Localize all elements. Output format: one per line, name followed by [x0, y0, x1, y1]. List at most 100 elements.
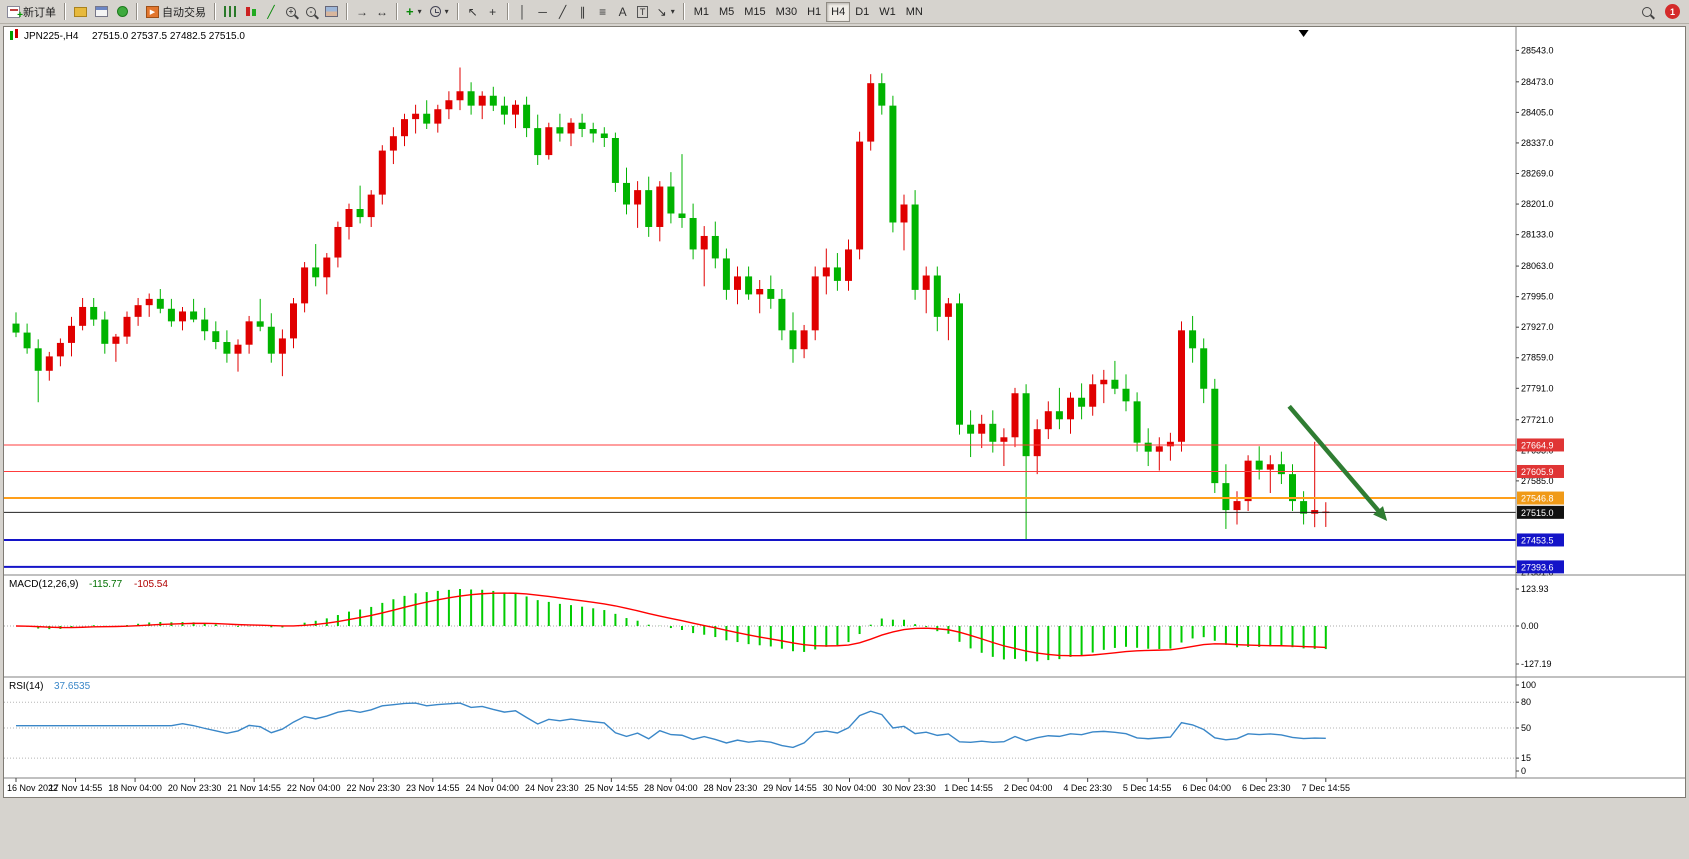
search-icon — [1642, 6, 1652, 17]
zoom-out-button[interactable]: - — [301, 2, 321, 22]
timeframe-w1-button[interactable]: W1 — [874, 2, 901, 22]
navigator-button[interactable] — [112, 2, 132, 22]
candle-chart-icon — [246, 7, 256, 16]
horizontal-line-button[interactable]: ─ — [533, 2, 553, 22]
svg-text:28473.0: 28473.0 — [1521, 77, 1554, 87]
chevron-down-icon: ▾ — [670, 6, 675, 16]
line-chart-icon: ╱ — [267, 4, 275, 19]
line-chart-button[interactable]: ╱ — [261, 2, 281, 22]
svg-text:100: 100 — [1521, 680, 1536, 690]
svg-text:21 Nov 14:55: 21 Nov 14:55 — [227, 783, 281, 793]
arrows-icon: ↘ — [656, 4, 667, 19]
vertical-line-button[interactable]: │ — [513, 2, 533, 22]
svg-text:27791.0: 27791.0 — [1521, 383, 1554, 393]
timeframe-d1-button[interactable]: D1 — [850, 2, 874, 22]
svg-text:30 Nov 23:30: 30 Nov 23:30 — [882, 783, 936, 793]
search-button[interactable] — [1637, 2, 1657, 22]
svg-text:27453.5: 27453.5 — [1521, 535, 1554, 545]
chevron-down-icon: ▾ — [444, 6, 449, 16]
svg-text:28269.0: 28269.0 — [1521, 168, 1554, 178]
candlestick-layer[interactable] — [12, 67, 1330, 541]
arrows-button[interactable]: ↘ ▾ — [653, 2, 679, 22]
text-icon: A — [618, 4, 627, 19]
svg-text:30 Nov 04:00: 30 Nov 04:00 — [823, 783, 877, 793]
chart-shift-marker — [1298, 30, 1309, 37]
new-order-icon: + — [7, 5, 23, 20]
timeframe-m1-button[interactable]: M1 — [689, 2, 714, 22]
svg-text:27995.0: 27995.0 — [1521, 292, 1554, 302]
notification-badge[interactable]: 1 — [1665, 4, 1680, 19]
new-order-button[interactable]: + 新订单 — [3, 2, 60, 22]
cursor-button[interactable]: ↖ — [463, 2, 483, 22]
zoom-out-icon: - — [306, 6, 316, 17]
fibonacci-icon: ≡ — [599, 4, 607, 19]
timeframe-m15-button[interactable]: M15 — [739, 2, 770, 22]
text-label-button[interactable]: T — [633, 2, 653, 22]
svg-text:0: 0 — [1521, 766, 1526, 776]
trendline-button[interactable]: ╱ — [553, 2, 573, 22]
profiles-button[interactable] — [70, 2, 91, 22]
navigator-icon — [116, 6, 128, 17]
timeframe-h1-button[interactable]: H1 — [802, 2, 826, 22]
indicators-button[interactable]: + ▾ — [402, 2, 426, 22]
toolbar-separator — [682, 3, 685, 20]
timeframe-h4-button[interactable]: H4 — [826, 1, 851, 22]
svg-text:7 Dec 14:55: 7 Dec 14:55 — [1302, 783, 1351, 793]
add-indicator-icon: + — [406, 4, 414, 19]
auto-scroll-button[interactable]: → — [352, 2, 372, 22]
timeframe-m5-button[interactable]: M5 — [714, 2, 739, 22]
channel-icon: ∥ — [579, 4, 586, 19]
timeframe-m30-button[interactable]: M30 — [771, 2, 802, 22]
price-tags: 27664.9 27605.9 27546.8 27515.0 27453.5 27393… — [1517, 438, 1564, 574]
bar-chart-icon — [224, 6, 237, 17]
price-axis[interactable]: 28543.0 28473.0 28405.0 28337.0 28269.0 28201… — [4, 27, 1685, 779]
zoom-in-button[interactable]: + — [281, 2, 301, 22]
data-window-icon — [95, 6, 108, 17]
crosshair-button[interactable]: + — [483, 2, 503, 22]
svg-text:123.93: 123.93 — [1521, 584, 1549, 594]
svg-text:17 Nov 14:55: 17 Nov 14:55 — [49, 783, 103, 793]
svg-text:28201.0: 28201.0 — [1521, 199, 1554, 209]
text-label-icon: T — [636, 5, 649, 18]
horizontal-line-icon: ─ — [538, 4, 547, 19]
chevron-down-icon: ▾ — [417, 6, 422, 16]
text-button[interactable]: A — [613, 2, 633, 22]
svg-text:80: 80 — [1521, 697, 1531, 707]
tile-windows-button[interactable] — [321, 2, 342, 22]
auto-trading-icon: ▶ — [146, 5, 159, 18]
candle-chart-button[interactable] — [241, 2, 261, 22]
auto-trading-button[interactable]: ▶ 自动交易 — [142, 2, 210, 22]
toolbar-separator — [506, 3, 509, 20]
toolbar-separator — [456, 3, 459, 20]
chart-window[interactable]: JPN225-,H4 27515.0 27537.5 27482.5 27515.… — [3, 26, 1686, 798]
svg-text:28133.0: 28133.0 — [1521, 230, 1554, 240]
svg-text:28405.0: 28405.0 — [1521, 107, 1554, 117]
svg-text:6 Dec 23:30: 6 Dec 23:30 — [1242, 783, 1291, 793]
channel-button[interactable]: ∥ — [573, 2, 593, 22]
rsi-panel[interactable]: RSI(14) 37.6535 — [4, 681, 1516, 759]
horizontal-lines[interactable] — [4, 444, 1516, 568]
svg-text:15: 15 — [1521, 753, 1531, 763]
svg-text:RSI(14): RSI(14) — [9, 681, 43, 692]
zoom-in-icon: + — [286, 6, 296, 17]
svg-text:27721.0: 27721.0 — [1521, 415, 1554, 425]
bar-chart-button[interactable] — [220, 2, 241, 22]
data-window-button[interactable] — [91, 2, 112, 22]
timeframe-mn-button[interactable]: MN — [901, 2, 928, 22]
chart-shift-button[interactable]: ↔ — [372, 2, 392, 22]
chart-shift-icon: ↔ — [376, 4, 388, 19]
macd-panel[interactable]: MACD(12,26,9) -115.77 -105.54 — [4, 579, 1516, 662]
periods-button[interactable]: ▾ — [426, 2, 453, 22]
trend-arrow[interactable] — [1287, 404, 1388, 521]
svg-text:JPN225-,H4: JPN225-,H4 — [24, 31, 79, 42]
svg-text:27664.9: 27664.9 — [1521, 440, 1554, 450]
svg-text:1 Dec 14:55: 1 Dec 14:55 — [944, 783, 993, 793]
svg-text:28337.0: 28337.0 — [1521, 138, 1554, 148]
svg-text:27585.0: 27585.0 — [1521, 476, 1554, 486]
price-chart[interactable]: JPN225-,H4 27515.0 27537.5 27482.5 27515.… — [4, 27, 1685, 797]
fibonacci-button[interactable]: ≡ — [593, 2, 613, 22]
svg-text:16 Nov 2022: 16 Nov 2022 — [7, 783, 58, 793]
svg-text:28543.0: 28543.0 — [1521, 45, 1554, 55]
